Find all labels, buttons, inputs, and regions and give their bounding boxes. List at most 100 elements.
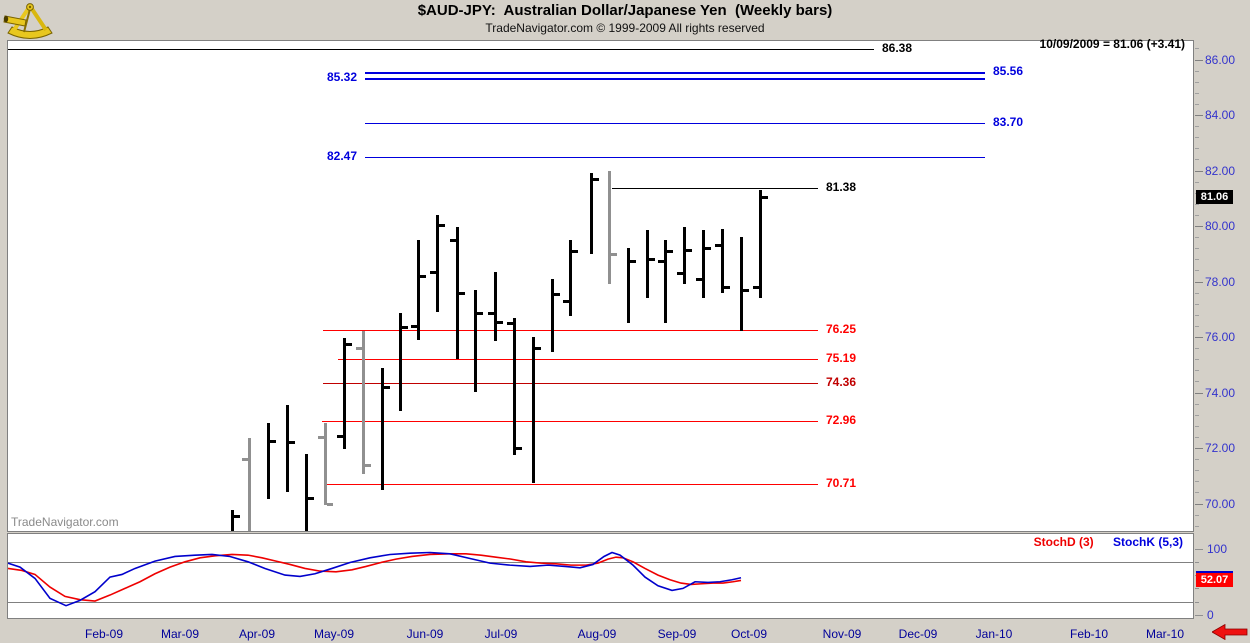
price-bar-open-tick xyxy=(753,286,759,290)
price-bar-close-tick xyxy=(516,447,522,450)
date-label: Jan-10 xyxy=(975,627,1013,641)
stoch-curves xyxy=(8,551,742,607)
price-bar xyxy=(590,173,593,254)
sr-level-label: 83.70 xyxy=(993,115,1024,130)
price-bar-open-tick xyxy=(696,277,702,281)
price-axis-minor-tick xyxy=(1195,314,1199,316)
date-axis: Feb-09 Mar-09 Apr-09 May-09 Jun-09 Jul-09 Aug-… xyxy=(0,620,1250,643)
date-label: Nov-09 xyxy=(822,627,862,641)
price-bar-close-tick xyxy=(234,514,240,518)
price-axis-minor-tick xyxy=(1195,370,1199,372)
price-axis-minor-tick xyxy=(1195,492,1199,494)
price-axis-minor-tick xyxy=(1195,159,1199,161)
price-bar-close-tick xyxy=(439,223,445,227)
date-label: Jul-09 xyxy=(484,627,518,641)
sr-level-line xyxy=(365,123,985,125)
price-bar xyxy=(551,278,554,353)
price-bar xyxy=(683,227,686,285)
date-label: Jun-09 xyxy=(406,627,444,641)
price-bar xyxy=(286,404,289,493)
price-axis-label: 84.00 xyxy=(1205,108,1236,122)
scroll-end-arrow-icon[interactable] xyxy=(1211,623,1248,641)
price-axis-major-tick xyxy=(1195,392,1203,394)
price-axis-minor-tick xyxy=(1195,414,1199,416)
price-bar-open-tick xyxy=(488,312,494,316)
price-axis-minor-tick xyxy=(1195,126,1199,128)
price-axis-minor-tick xyxy=(1195,203,1199,205)
watermark: TradeNavigator.com xyxy=(11,515,119,529)
price-axis-label: 76.00 xyxy=(1205,330,1236,344)
price-axis-minor-tick xyxy=(1195,270,1199,272)
sr-level-line xyxy=(322,421,818,423)
price-bar xyxy=(532,337,535,483)
price-bar xyxy=(231,510,234,531)
sr-level-line xyxy=(338,359,818,361)
price-bar-open-tick xyxy=(430,270,436,274)
price-axis-major-tick xyxy=(1195,226,1203,227)
price-bar-close-tick xyxy=(572,249,578,253)
price-axis-minor-tick xyxy=(1195,103,1199,105)
price-axis-minor-tick xyxy=(1195,214,1199,216)
price-axis-minor-tick xyxy=(1195,470,1199,472)
price-panel: TradeNavigator.com 86.38 85.56 85.32 83.70 8… xyxy=(7,40,1194,532)
price-axis-major-tick xyxy=(1195,448,1203,449)
price-bar-open-tick xyxy=(356,347,362,351)
price-bar xyxy=(248,438,251,531)
last-price-box: 81.06 xyxy=(1196,189,1233,204)
price-bar-open-tick xyxy=(242,458,248,462)
price-axis-label: 80.00 xyxy=(1205,219,1236,233)
price-bar xyxy=(456,227,459,360)
price-bar-close-tick xyxy=(384,385,390,389)
price-bar-close-tick xyxy=(630,259,636,263)
price-bar-close-tick xyxy=(705,247,711,251)
price-axis-minor-tick xyxy=(1195,303,1199,305)
price-bar xyxy=(759,189,762,299)
stoch-k-curve xyxy=(8,551,742,607)
price-bar-close-tick xyxy=(270,440,276,444)
price-bar-close-tick xyxy=(593,177,599,181)
chart-title: $AUD-JPY: Australian Dollar/Japanese Yen… xyxy=(417,2,833,19)
stoch-axis-tick xyxy=(1195,615,1203,616)
sr-level-label: 75.19 xyxy=(826,351,857,366)
price-bar-open-tick xyxy=(411,324,417,328)
price-axis-minor-tick xyxy=(1195,325,1199,327)
stoch-panel: StochD (3) StochK (5,3) xyxy=(7,533,1194,619)
price-axis-major-tick xyxy=(1195,115,1203,116)
sextant-logo-icon xyxy=(2,1,58,43)
chart-subtitle: TradeNavigator.com © 1999-2009 All right… xyxy=(485,21,765,35)
price-axis-minor-tick xyxy=(1195,181,1199,183)
price-axis-label: 74.00 xyxy=(1205,385,1236,400)
price-axis-minor-tick xyxy=(1195,481,1199,483)
sr-level-label: 81.38 xyxy=(826,179,857,194)
price-bar xyxy=(513,317,516,455)
date-label: May-09 xyxy=(313,627,355,641)
price-axis-minor-tick xyxy=(1195,237,1199,239)
stoch-axis-tick xyxy=(1195,561,1199,563)
price-axis-minor-tick xyxy=(1195,137,1199,139)
price-bar xyxy=(381,367,384,490)
sr-level-line xyxy=(365,78,985,81)
price-bar-open-tick xyxy=(337,434,343,438)
sr-level-line xyxy=(8,48,874,50)
price-axis-major-tick xyxy=(1195,337,1203,338)
date-label: Mar-10 xyxy=(1145,627,1185,641)
price-bar xyxy=(343,338,346,450)
sr-level-label: 72.96 xyxy=(826,413,857,428)
sr-level-label: 85.32 xyxy=(326,70,357,85)
sr-level-line xyxy=(323,330,818,332)
price-axis-minor-tick xyxy=(1195,348,1199,350)
date-label: Apr-09 xyxy=(238,627,276,641)
sr-level-line xyxy=(323,382,818,384)
price-axis-label: 72.00 xyxy=(1205,441,1236,455)
price-bar-close-tick xyxy=(649,258,655,262)
date-label: Feb-09 xyxy=(84,627,124,641)
price-bar-close-tick xyxy=(724,286,730,290)
price-bar xyxy=(399,313,402,411)
stoch-legend: StochD (3) StochK (5,3) xyxy=(1018,535,1183,549)
sr-level-line xyxy=(365,71,985,74)
price-bar xyxy=(702,230,705,299)
price-axis-label: 86.00 xyxy=(1205,52,1236,67)
stoch-axis-0-label: 0 xyxy=(1207,608,1214,622)
price-bar-close-tick xyxy=(535,347,541,351)
price-axis-major-tick xyxy=(1195,281,1203,283)
